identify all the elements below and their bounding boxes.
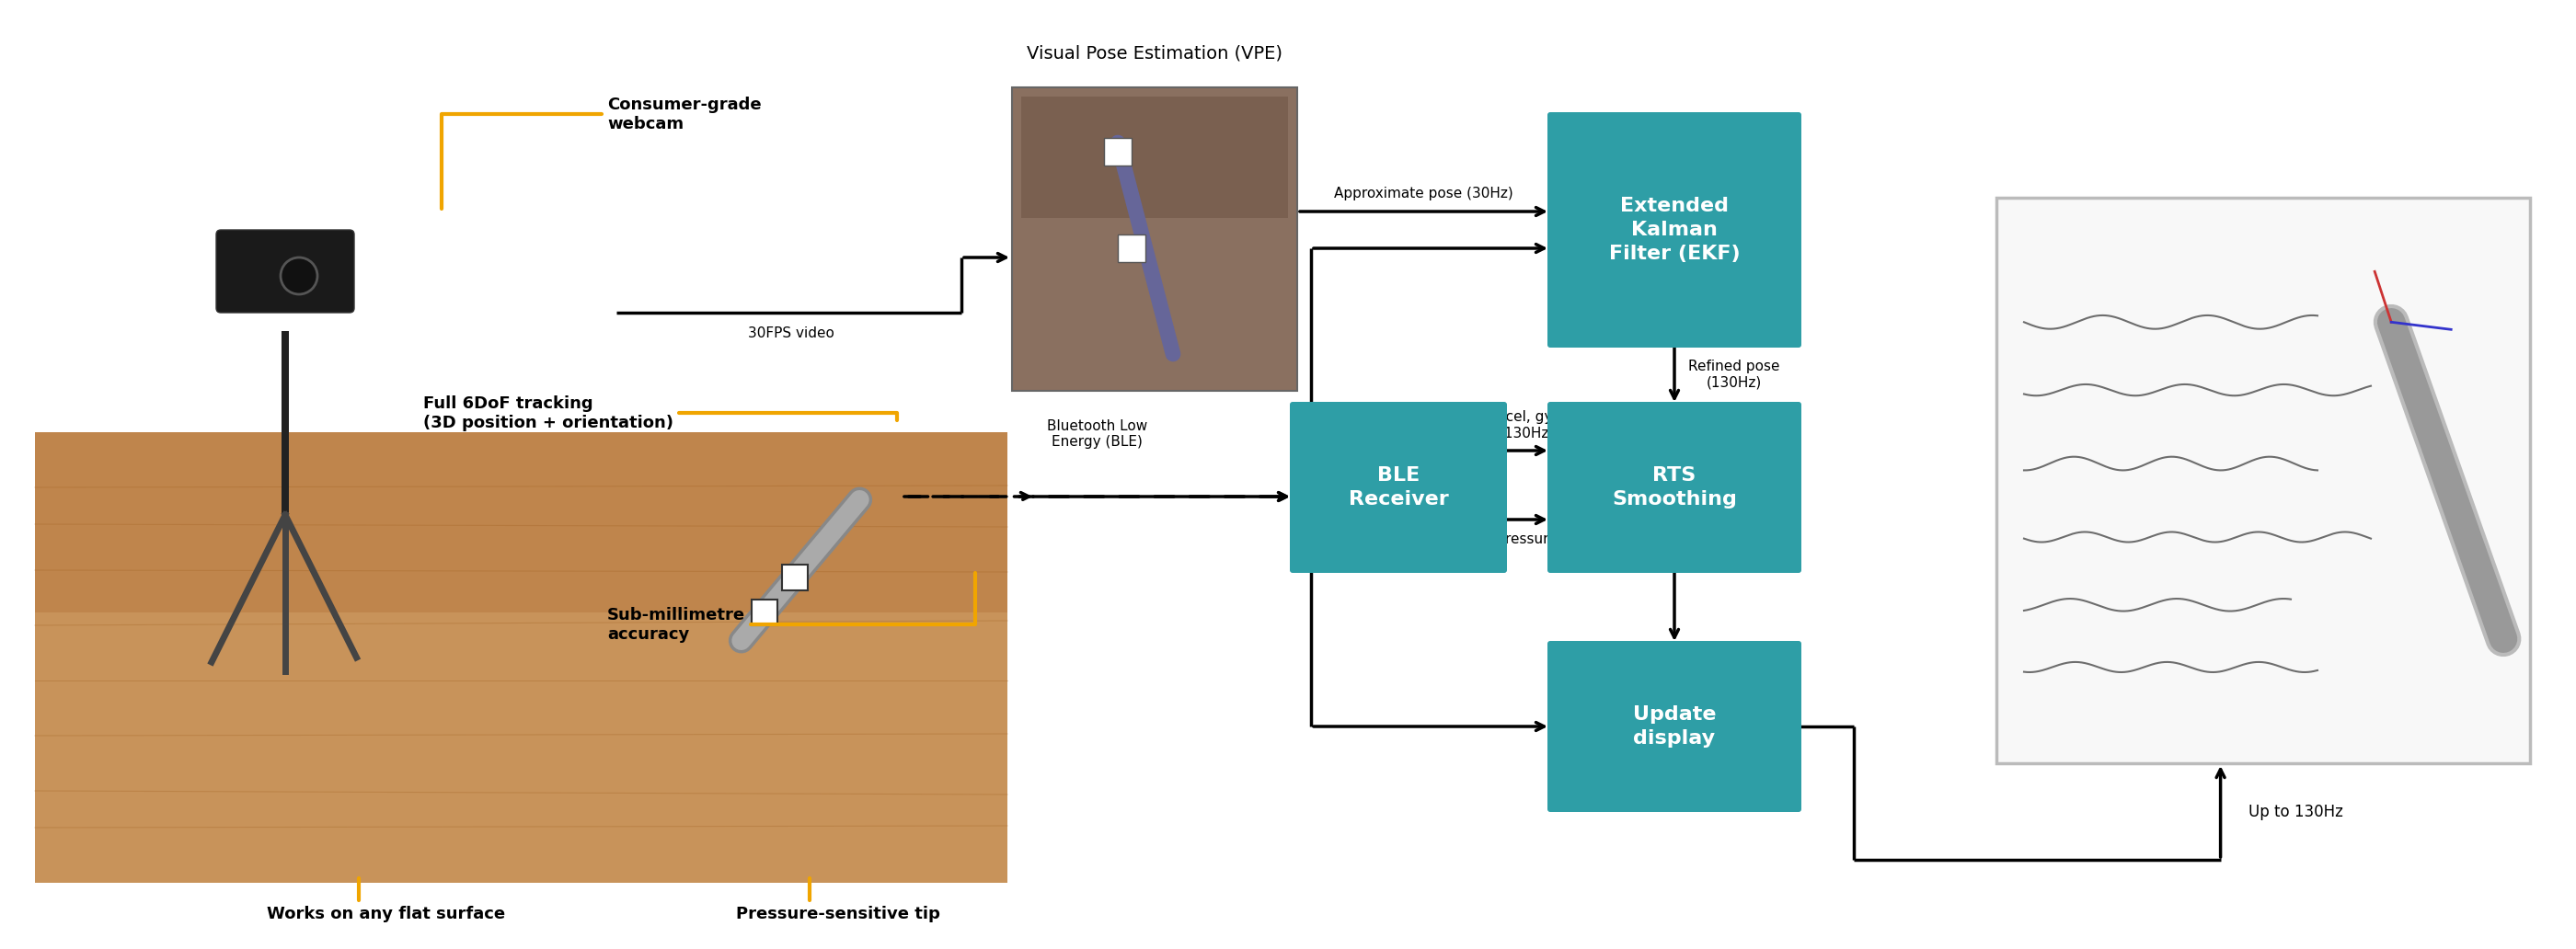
Bar xyxy=(1012,87,1298,391)
Text: Visual Pose Estimation (VPE): Visual Pose Estimation (VPE) xyxy=(1028,45,1283,62)
Bar xyxy=(752,600,778,625)
FancyBboxPatch shape xyxy=(1548,641,1801,812)
Bar xyxy=(1996,197,2530,763)
Bar xyxy=(281,331,289,515)
FancyBboxPatch shape xyxy=(1548,112,1801,347)
Text: BLE
Receiver: BLE Receiver xyxy=(1347,466,1448,509)
Bar xyxy=(36,432,1007,883)
Circle shape xyxy=(281,257,317,294)
Text: Pressure: Pressure xyxy=(1497,532,1558,547)
Text: Update
display: Update display xyxy=(1633,705,1716,748)
Text: Approximate pose (30Hz): Approximate pose (30Hz) xyxy=(1334,187,1512,200)
Text: 30FPS video: 30FPS video xyxy=(747,326,835,341)
Text: Sub-millimetre
accuracy: Sub-millimetre accuracy xyxy=(608,572,976,642)
Bar xyxy=(1020,97,1288,218)
Text: Bluetooth Low
Energy (BLE): Bluetooth Low Energy (BLE) xyxy=(1046,419,1146,449)
Text: Refined pose
(130Hz): Refined pose (130Hz) xyxy=(1687,360,1780,390)
FancyBboxPatch shape xyxy=(216,230,355,312)
Text: Consumer-grade
webcam: Consumer-grade webcam xyxy=(440,97,762,209)
Bar xyxy=(36,432,1007,612)
FancyBboxPatch shape xyxy=(1291,401,1507,573)
Text: RTS
Smoothing: RTS Smoothing xyxy=(1613,466,1736,509)
Bar xyxy=(1105,138,1131,165)
Text: Pressure-sensitive tip: Pressure-sensitive tip xyxy=(737,878,940,922)
Text: Up to 130Hz: Up to 130Hz xyxy=(2249,803,2342,820)
Bar xyxy=(1118,234,1146,262)
Text: Works on any flat surface: Works on any flat surface xyxy=(268,878,505,922)
Text: Full 6DoF tracking
(3D position + orientation): Full 6DoF tracking (3D position + orient… xyxy=(422,396,896,431)
FancyBboxPatch shape xyxy=(1548,401,1801,573)
Bar xyxy=(781,565,806,590)
Text: Extended
Kalman
Filter (EKF): Extended Kalman Filter (EKF) xyxy=(1610,196,1739,264)
Text: Accel, gyro
(130Hz): Accel, gyro (130Hz) xyxy=(1489,410,1566,439)
